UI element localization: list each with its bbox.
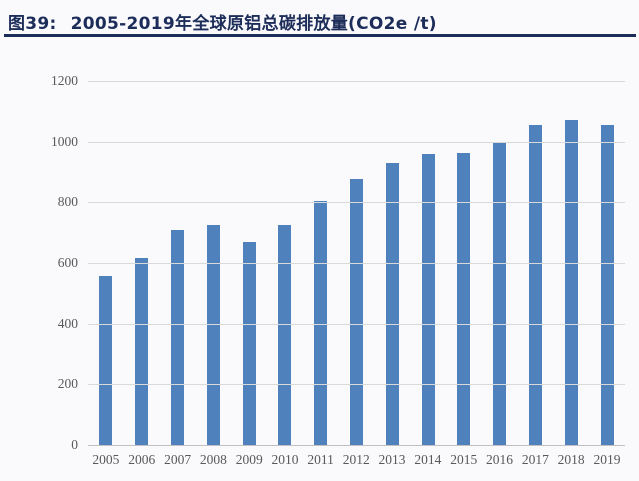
x-tick-label-2006: 2006 [128,452,156,467]
x-tick-label-2015: 2015 [450,452,478,467]
x-tick-label-2019: 2019 [593,452,621,467]
gridline-800 [88,202,625,204]
x-tick-label-2012: 2012 [342,452,370,467]
bar-2019 [600,125,614,445]
bar-2017 [528,125,542,445]
x-tick-label-2010: 2010 [271,452,299,467]
x-tick-label-2008: 2008 [199,452,227,467]
y-tick-label-0: 0 [71,437,78,452]
bar-2009 [242,241,256,445]
x-tick-label-2014: 2014 [414,452,442,467]
gridline-600 [88,263,625,264]
y-axis: 0 200 400 600 800 1000 1200 [0,74,80,452]
bar-2013 [385,163,399,445]
y-tick-label-1200: 1200 [51,73,78,88]
x-tick-label-2007: 2007 [164,452,192,467]
bar-2010 [278,224,292,445]
figure-number-label: 图39: [8,14,57,34]
bars [88,81,625,445]
x-tick-label-2009: 2009 [235,452,263,467]
bar-2008 [206,224,220,445]
x-tick-label-2013: 2013 [378,452,406,467]
x-tick-label-2016: 2016 [486,452,514,467]
y-tick-label-400: 400 [57,315,78,331]
figure-title-text: 2005-2019年全球原铝总碳排放量(CO2e /t) [70,14,437,34]
bar-2005 [99,276,113,445]
title-underline [4,34,636,37]
gridline-1000 [88,141,625,143]
bar-2011 [314,200,328,445]
plot-area [88,81,625,446]
bar-2006 [135,257,149,445]
x-tick-label-2017: 2017 [521,452,549,467]
y-tick-label-200: 200 [57,376,78,392]
bar-2018 [564,120,578,445]
bar-2012 [349,178,363,445]
x-tick-label-2005: 2005 [92,452,120,467]
y-tick-label-1000: 1000 [51,133,78,149]
figure-title: 图39: 2005-2019年全球原铝总碳排放量(CO2e /t) [8,9,635,34]
x-axis: 2005 2006 2007 2008 2009 2010 2011 2012 2013 2014… [88,452,625,468]
gridline-200 [88,384,625,386]
gridline-400 [88,323,625,325]
x-tick-label-2011: 2011 [307,452,334,467]
x-tick-label-2018: 2018 [557,452,585,467]
bar-2015 [457,152,471,445]
bar-2016 [493,143,507,445]
y-tick-label-600: 600 [57,255,78,270]
y-tick-label-800: 800 [57,194,78,210]
bar-2007 [170,230,184,445]
bar-2014 [421,153,435,445]
gridline-1200 [88,81,625,82]
